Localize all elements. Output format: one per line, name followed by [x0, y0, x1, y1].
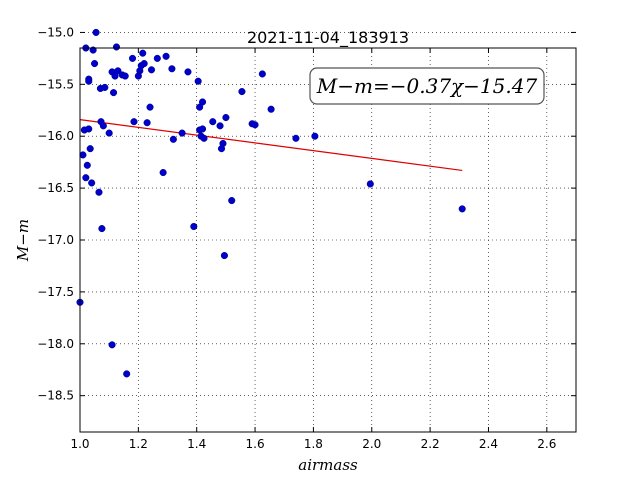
data-point: [98, 225, 106, 233]
data-point: [228, 197, 236, 205]
annotation-box: M−m=−0.37χ−15.47: [309, 67, 545, 105]
data-point: [267, 105, 275, 113]
data-point: [190, 222, 198, 231]
data-point: [194, 77, 202, 85]
data-point: [258, 70, 266, 78]
x-tick-label: 1.0: [70, 437, 89, 451]
data-point: [114, 67, 122, 75]
data-point: [82, 174, 90, 182]
y-tick-label: −17.0: [37, 233, 74, 247]
data-point: [366, 180, 374, 188]
y-tick-label: −15.0: [37, 25, 74, 39]
data-point: [198, 98, 207, 106]
axis-ticks: 1.0 1.2 1.4 1.6 1.8 2.0 2.2 2.4 2.6 −15.0 −15.5 −16…: [37, 25, 576, 451]
y-tick-label: −15.5: [37, 77, 74, 91]
data-point: [130, 118, 138, 126]
x-tick-label: 1.4: [187, 437, 206, 451]
y-axis-label: M−m: [14, 219, 32, 262]
data-point: [184, 68, 192, 76]
data-point: [128, 54, 137, 62]
y-tick-label: −16.0: [37, 129, 74, 143]
data-point: [458, 205, 466, 213]
x-tick-label: 1.8: [304, 437, 323, 451]
x-tick-label: 2.0: [362, 437, 381, 451]
data-point: [88, 179, 96, 187]
data-point: [101, 83, 109, 91]
x-tick-label: 1.6: [246, 437, 265, 451]
fit-equation: M−m=−0.37χ−15.47: [316, 74, 538, 98]
data-point: [251, 121, 259, 129]
data-point: [169, 135, 177, 143]
data-point: [209, 118, 217, 126]
data-point: [292, 134, 300, 142]
data-point: [147, 66, 156, 74]
x-tick-label: 2.6: [537, 437, 556, 451]
data-point: [146, 103, 154, 111]
data-point: [162, 52, 170, 60]
data-point: [198, 125, 207, 133]
data-point: [140, 60, 148, 68]
data-point: [216, 122, 224, 130]
y-tick-label: −16.5: [37, 181, 74, 195]
data-point: [121, 72, 129, 80]
data-point: [95, 188, 103, 196]
data-point: [220, 252, 228, 260]
x-tick-label: 2.4: [479, 437, 498, 451]
data-point: [110, 89, 118, 97]
data-point: [159, 168, 167, 177]
grid-lines: [79, 32, 576, 432]
data-point: [200, 134, 208, 142]
y-tick-label: −18.0: [37, 337, 74, 351]
x-axis-label: airmass: [298, 456, 358, 474]
fit-line: [79, 119, 463, 172]
data-point: [139, 49, 147, 57]
data-point: [83, 161, 91, 169]
data-point: [311, 132, 319, 140]
data-point: [105, 129, 113, 137]
data-point: [85, 77, 93, 85]
chart-title: 2021-11-04_183913: [247, 28, 409, 48]
data-point: [168, 65, 176, 73]
data-point: [143, 119, 151, 127]
data-point: [79, 151, 87, 159]
x-tick-label: 1.2: [129, 437, 148, 451]
y-tick-label: −18.5: [37, 389, 74, 403]
data-point: [178, 129, 186, 137]
x-tick-label: 2.2: [421, 437, 440, 451]
data-point: [92, 28, 100, 36]
data-point: [219, 139, 227, 148]
data-points: [76, 28, 466, 378]
y-tick-label: −17.5: [37, 285, 74, 299]
data-point: [123, 370, 131, 378]
data-point: [85, 125, 93, 133]
data-point: [91, 60, 99, 68]
fit-line-layer: [79, 119, 463, 172]
data-point: [112, 43, 121, 51]
data-point: [153, 54, 161, 62]
data-point: [108, 341, 116, 349]
data-point: [238, 88, 246, 96]
data-point: [99, 122, 107, 130]
data-point: [86, 145, 94, 153]
data-point: [222, 113, 230, 122]
